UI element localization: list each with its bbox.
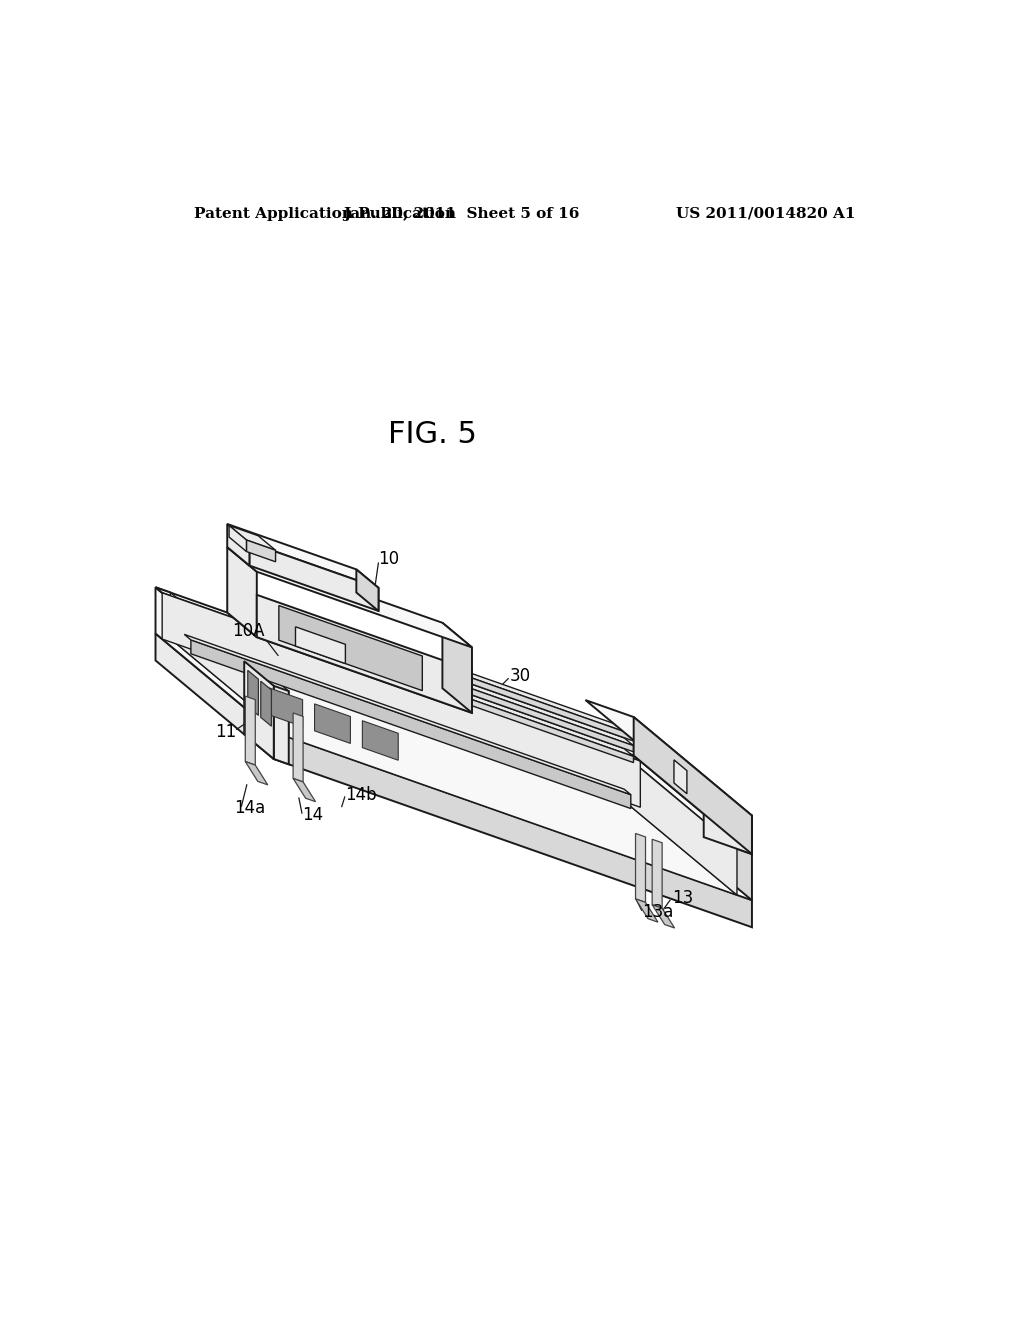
- Polygon shape: [184, 635, 631, 795]
- Polygon shape: [156, 587, 273, 733]
- Polygon shape: [261, 681, 271, 726]
- Text: 13: 13: [672, 890, 693, 907]
- Polygon shape: [227, 524, 250, 565]
- Text: 14a: 14a: [233, 799, 265, 817]
- Polygon shape: [156, 587, 289, 692]
- Polygon shape: [244, 661, 273, 759]
- Polygon shape: [229, 525, 247, 552]
- Polygon shape: [190, 640, 631, 809]
- Polygon shape: [247, 540, 275, 562]
- Polygon shape: [227, 612, 472, 713]
- Text: 10: 10: [379, 550, 399, 568]
- Polygon shape: [257, 595, 472, 713]
- Polygon shape: [246, 696, 255, 766]
- Text: Patent Application Publication: Patent Application Publication: [194, 207, 456, 220]
- Polygon shape: [177, 644, 737, 895]
- Polygon shape: [447, 665, 634, 735]
- Polygon shape: [273, 733, 752, 927]
- Polygon shape: [634, 755, 752, 900]
- Polygon shape: [457, 684, 634, 752]
- Polygon shape: [227, 546, 257, 638]
- Text: Jan. 20, 2011  Sheet 5 of 16: Jan. 20, 2011 Sheet 5 of 16: [343, 207, 580, 220]
- Text: 10A: 10A: [232, 622, 264, 640]
- Polygon shape: [279, 606, 422, 690]
- Polygon shape: [442, 623, 472, 713]
- Text: FIG. 5: FIG. 5: [388, 420, 477, 449]
- Polygon shape: [447, 676, 634, 746]
- Polygon shape: [227, 524, 379, 587]
- Polygon shape: [229, 525, 275, 550]
- Polygon shape: [266, 686, 303, 726]
- Polygon shape: [293, 713, 303, 781]
- Text: 13a: 13a: [642, 903, 673, 921]
- Polygon shape: [618, 750, 752, 854]
- Polygon shape: [162, 593, 640, 808]
- Text: 14: 14: [302, 805, 324, 824]
- Polygon shape: [447, 686, 634, 756]
- Polygon shape: [246, 762, 267, 785]
- Polygon shape: [362, 721, 398, 760]
- Polygon shape: [293, 779, 315, 801]
- Text: 30: 30: [510, 667, 531, 685]
- Polygon shape: [250, 543, 379, 611]
- Polygon shape: [652, 904, 675, 928]
- Polygon shape: [674, 760, 687, 793]
- Polygon shape: [618, 750, 737, 895]
- Polygon shape: [273, 686, 289, 764]
- Polygon shape: [314, 704, 350, 743]
- Polygon shape: [356, 569, 379, 611]
- Polygon shape: [296, 627, 345, 664]
- Text: 11: 11: [215, 723, 237, 741]
- Polygon shape: [586, 700, 752, 816]
- Polygon shape: [652, 840, 663, 908]
- Polygon shape: [156, 634, 273, 759]
- Polygon shape: [457, 694, 634, 763]
- Text: 14b: 14b: [345, 787, 377, 804]
- Polygon shape: [248, 671, 258, 715]
- Polygon shape: [156, 587, 640, 762]
- Polygon shape: [703, 799, 752, 854]
- Polygon shape: [170, 593, 289, 738]
- Polygon shape: [227, 546, 472, 647]
- Polygon shape: [636, 899, 658, 923]
- Text: US 2011/0014820 A1: US 2011/0014820 A1: [677, 207, 856, 220]
- Polygon shape: [457, 673, 634, 741]
- Polygon shape: [636, 833, 645, 903]
- Polygon shape: [634, 717, 752, 854]
